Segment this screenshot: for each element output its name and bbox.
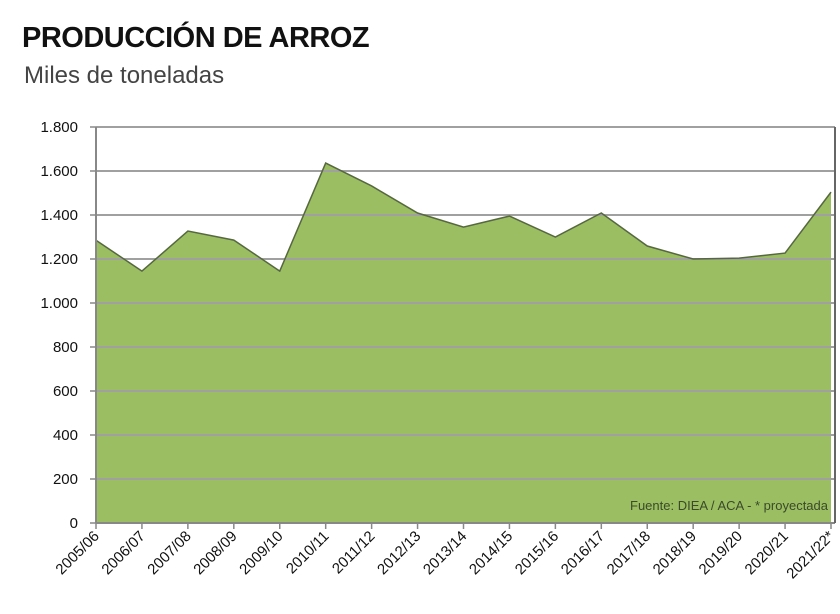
x-tick-label: 2006/07 xyxy=(98,528,148,578)
x-tick-label: 2016/17 xyxy=(558,528,608,578)
x-tick-label: 2021/22* xyxy=(783,528,838,583)
y-tick-label: 0 xyxy=(70,515,78,532)
y-tick-label: 600 xyxy=(53,383,78,400)
x-tick-label: 2018/19 xyxy=(650,528,700,578)
y-tick-label: 400 xyxy=(53,427,78,444)
x-tick-label: 2013/14 xyxy=(420,528,470,578)
x-tick-label: 2010/11 xyxy=(283,528,333,578)
x-tick-label: 2019/20 xyxy=(696,528,746,578)
x-tick-label: 2005/06 xyxy=(52,528,102,578)
area-fill xyxy=(96,163,831,523)
y-tick-label: 800 xyxy=(53,339,78,356)
y-tick-label: 1.000 xyxy=(40,295,78,312)
y-tick-label: 1.200 xyxy=(40,251,78,268)
x-tick-label: 2008/09 xyxy=(190,528,240,578)
x-tick-label: 2007/08 xyxy=(144,528,194,578)
chart-subtitle: Miles de toneladas xyxy=(24,62,225,89)
x-tick-label: 2015/16 xyxy=(512,528,562,578)
chart-title: PRODUCCIÓN DE ARROZ xyxy=(22,22,370,54)
y-tick-label: 1.600 xyxy=(40,163,78,180)
x-tick-label: 2017/18 xyxy=(604,528,654,578)
x-tick-label: 2009/10 xyxy=(236,528,286,578)
y-tick-label: 1.400 xyxy=(40,207,78,224)
y-tick-label: 1.800 xyxy=(40,119,78,136)
y-tick-label: 200 xyxy=(53,471,78,488)
x-tick-label: 2012/13 xyxy=(374,528,424,578)
source-annotation: Fuente: DIEA / ACA - * proyectada xyxy=(630,498,829,513)
x-tick-label: 2011/12 xyxy=(329,528,379,578)
x-tick-label: 2014/15 xyxy=(466,528,516,578)
